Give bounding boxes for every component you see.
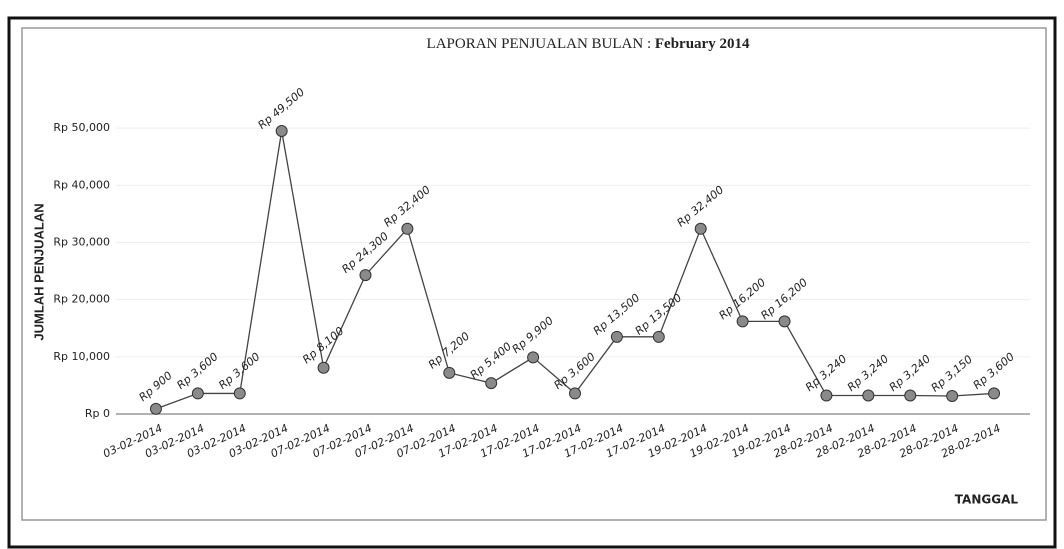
data-point bbox=[149, 402, 162, 415]
data-label: Rp 3,240 bbox=[803, 352, 849, 394]
data-point bbox=[443, 366, 456, 379]
x-axis-label: TANGGAL bbox=[955, 493, 1019, 507]
y-tick-label: Rp 40,000 bbox=[53, 178, 110, 191]
data-point bbox=[233, 387, 246, 400]
data-label: Rp 5,400 bbox=[468, 340, 514, 382]
data-label: Rp 49,500 bbox=[255, 85, 307, 131]
data-label: Rp 8,100 bbox=[300, 324, 346, 366]
data-point bbox=[862, 389, 875, 402]
y-axis-label: JUMLAH PENJUALAN bbox=[31, 203, 46, 340]
data-label: Rp 9,900 bbox=[510, 314, 556, 356]
data-point bbox=[736, 315, 749, 328]
data-point bbox=[527, 351, 540, 364]
data-point bbox=[988, 387, 1001, 400]
data-point bbox=[275, 125, 288, 138]
data-label: Rp 24,300 bbox=[339, 230, 391, 276]
data-point bbox=[694, 222, 707, 235]
data-label: Rp 900 bbox=[136, 369, 174, 404]
data-point bbox=[820, 389, 833, 402]
subtitle: February 2014 bbox=[655, 36, 750, 52]
data-point bbox=[652, 330, 665, 343]
y-tick-label: Rp 50,000 bbox=[53, 121, 110, 134]
data-label: Rp 7,200 bbox=[426, 330, 472, 372]
outer-frame bbox=[7, 16, 1057, 549]
y-tick-label: Rp 0 bbox=[85, 407, 110, 420]
chart-frame bbox=[21, 27, 1047, 521]
data-point bbox=[191, 387, 204, 400]
data-label: Rp 3,150 bbox=[929, 353, 975, 395]
data-label: Rp 16,200 bbox=[758, 276, 810, 322]
data-label: Rp 3,240 bbox=[887, 352, 933, 394]
y-tick-label: Rp 10,000 bbox=[53, 350, 110, 363]
title: LAPORAN PENJUALAN BULAN : bbox=[427, 36, 652, 52]
data-point bbox=[946, 389, 959, 402]
data-point bbox=[569, 387, 581, 400]
chart-title: LAPORAN PENJUALAN BULAN : February 2014 bbox=[427, 36, 750, 52]
data-point bbox=[904, 389, 917, 402]
data-label: Rp 3,240 bbox=[845, 352, 891, 394]
data-label: Rp 32,400 bbox=[675, 183, 727, 229]
data-point bbox=[401, 222, 414, 235]
data-point bbox=[359, 269, 372, 282]
data-point bbox=[317, 361, 330, 374]
y-tick-label: Rp 30,000 bbox=[53, 236, 110, 249]
data-label: Rp 32,400 bbox=[381, 183, 433, 229]
y-tick-label: Rp 20,000 bbox=[53, 293, 110, 306]
data-point bbox=[778, 315, 791, 328]
data-point bbox=[610, 330, 623, 343]
data-label: Rp 13,500 bbox=[633, 291, 685, 337]
data-point bbox=[485, 377, 498, 390]
